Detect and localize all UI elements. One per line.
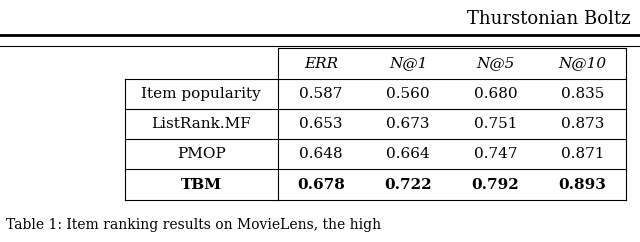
Text: 0.560: 0.560 <box>387 87 430 101</box>
Text: 0.722: 0.722 <box>385 178 432 191</box>
Text: 0.751: 0.751 <box>474 117 517 131</box>
Text: PMOP: PMOP <box>177 147 225 161</box>
Text: TBM: TBM <box>180 178 222 191</box>
Text: 0.893: 0.893 <box>559 178 606 191</box>
Text: 0.678: 0.678 <box>297 178 345 191</box>
Text: 0.747: 0.747 <box>474 147 517 161</box>
Text: ERR: ERR <box>304 57 338 70</box>
Text: N@5: N@5 <box>476 57 515 70</box>
Text: N@1: N@1 <box>389 57 428 70</box>
Text: 0.835: 0.835 <box>561 87 604 101</box>
Text: Item popularity: Item popularity <box>141 87 261 101</box>
Text: 0.653: 0.653 <box>300 117 343 131</box>
Text: 0.673: 0.673 <box>387 117 430 131</box>
Text: 0.587: 0.587 <box>300 87 343 101</box>
Text: 0.648: 0.648 <box>300 147 343 161</box>
Text: 0.871: 0.871 <box>561 147 604 161</box>
Text: 0.873: 0.873 <box>561 117 604 131</box>
Text: 0.664: 0.664 <box>387 147 430 161</box>
Text: N@10: N@10 <box>558 57 607 70</box>
Text: Table 1: Item ranking results on MovieLens, the high: Table 1: Item ranking results on MovieLe… <box>6 218 381 232</box>
Text: ListRank.MF: ListRank.MF <box>151 117 251 131</box>
Text: Thurstonian Boltz: Thurstonian Boltz <box>467 10 630 28</box>
Text: 0.680: 0.680 <box>474 87 517 101</box>
Text: 0.792: 0.792 <box>472 178 519 191</box>
